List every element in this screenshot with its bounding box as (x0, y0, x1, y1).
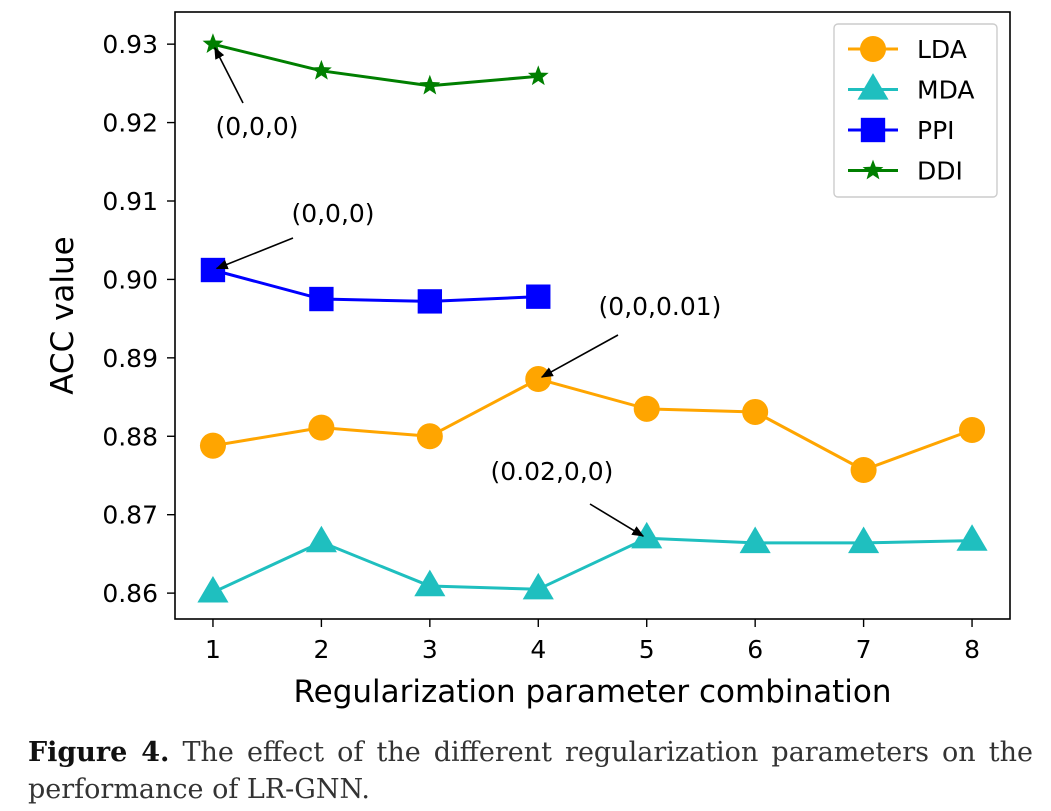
ddi-data-point (311, 59, 332, 80)
caption-label: Figure 4. (28, 737, 170, 768)
annotation-label: (0,0,0) (291, 199, 374, 228)
ppi-series-line (212, 268, 539, 303)
mda-data-point (305, 525, 337, 553)
line-chart: 1 2 3 4 5 6 7 8 0.86 0.87 0.88 0.89 0.90 0.91 0.92 0.93… (45, 11, 1011, 710)
legend-mda-marker (857, 73, 889, 100)
legend-ddi-label: DDI (917, 157, 963, 186)
annotation-arrow (589, 503, 645, 537)
legend-lda-label: LDA (917, 35, 967, 64)
ddi-data-point (419, 74, 441, 95)
ppi-data-point (309, 286, 334, 312)
ddi-data-point (202, 33, 224, 53)
figure-caption: Figure 4. The effect of the different re… (28, 734, 1033, 808)
annotation-arrow (540, 334, 619, 378)
lda-data-point (525, 366, 552, 393)
x-tick-label: 6 (747, 635, 763, 664)
ppi-data-point (526, 284, 551, 309)
x-tick-label: 2 (313, 635, 329, 664)
y-tick-label: 0.87 (102, 501, 158, 530)
ddi-series-line (212, 42, 539, 88)
annotation-arrow (215, 237, 294, 270)
y-tick-label: 0.93 (102, 30, 158, 59)
mda-data-point (848, 526, 880, 554)
legend-mda-label: MDA (917, 76, 974, 105)
lda-data-point (850, 456, 877, 484)
caption-text: The effect of the different regularizati… (28, 737, 1033, 805)
y-tick-label: 0.92 (102, 109, 158, 138)
lda-data-point (416, 423, 443, 450)
ppi-data-point (200, 257, 226, 283)
mda-data-point (739, 526, 771, 554)
plot-frame (174, 11, 1011, 620)
mda-data-point (522, 572, 554, 600)
lda-data-point (742, 398, 769, 425)
x-axis-label: Regularization parameter combination (293, 674, 891, 710)
annotation-label: (0,0,0.01) (599, 292, 722, 321)
x-tick-label: 8 (964, 635, 980, 664)
y-tick-label: 0.89 (102, 344, 158, 373)
legend-ppi-marker (860, 117, 886, 143)
mda-series-line (212, 536, 973, 594)
y-axis-label: ACC value (45, 236, 81, 394)
y-tick-label: 0.88 (102, 422, 158, 451)
lda-data-point (199, 432, 226, 459)
annotation-label: (0.02,0,0) (491, 457, 614, 486)
legend-ddi-marker (862, 159, 884, 180)
ppi-data-point (417, 289, 443, 314)
ddi-data-point (527, 65, 549, 86)
x-tick-label: 7 (856, 635, 872, 664)
x-tick-label: 1 (205, 635, 221, 664)
lda-data-point (959, 416, 986, 444)
legend-box (833, 23, 998, 198)
x-tick-label: 3 (422, 635, 438, 664)
annotation-label: (0,0,0) (215, 112, 298, 141)
y-tick-label: 0.90 (102, 265, 158, 294)
mda-data-point (956, 524, 988, 551)
legend-lda-marker (859, 35, 887, 63)
y-tick-label: 0.86 (102, 579, 158, 608)
y-tick-label: 0.91 (102, 187, 158, 216)
mda-data-point (631, 521, 663, 549)
annotation-arrow (214, 46, 244, 104)
lda-data-point (633, 395, 660, 422)
lda-series-line (212, 377, 973, 472)
legend-ppi-label: PPI (917, 116, 955, 145)
x-tick-label: 4 (530, 635, 546, 664)
lda-data-point (308, 414, 335, 441)
x-tick-label: 5 (639, 635, 655, 664)
mda-data-point (414, 569, 446, 597)
mda-data-point (197, 575, 229, 603)
